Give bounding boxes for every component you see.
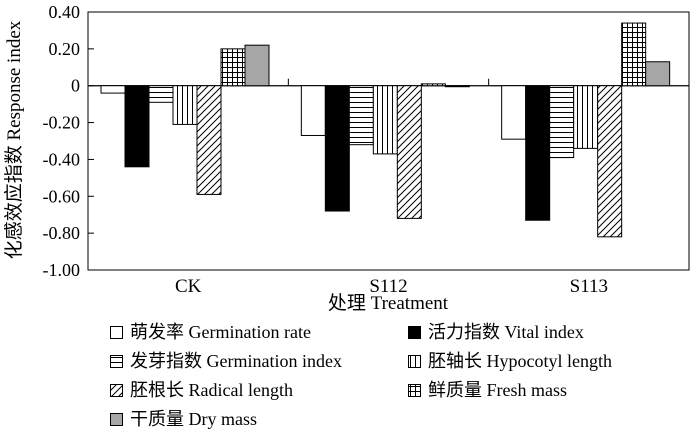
bar xyxy=(101,86,125,93)
bar xyxy=(325,86,349,211)
legend-label: 萌发率 Germination rate xyxy=(130,322,311,342)
legend-label: 鲜质量 Fresh mass xyxy=(428,380,567,400)
x-tick-label: S113 xyxy=(570,276,608,297)
legend-label: 胚轴长 Hypocotyl length xyxy=(428,351,612,371)
bar xyxy=(622,23,646,86)
legend-label: 发芽指数 Germination index xyxy=(130,351,342,371)
legend-swatch xyxy=(110,413,123,426)
y-tick-label: 0.40 xyxy=(49,2,81,22)
legend-swatch xyxy=(408,326,421,339)
bar xyxy=(245,45,269,86)
legend-item: 萌发率 Germination rate xyxy=(110,322,311,342)
bar xyxy=(149,86,173,103)
x-axis-label: 处理 Treatment xyxy=(328,292,449,314)
y-tick-label: 0 xyxy=(71,76,80,96)
legend-item: 胚轴长 Hypocotyl length xyxy=(408,351,612,371)
legend-swatch xyxy=(110,326,123,339)
y-axis-label: 化感效应指数 Response index xyxy=(3,20,25,259)
bar xyxy=(373,86,397,154)
legend-item: 鲜质量 Fresh mass xyxy=(408,380,567,400)
y-tick-label: -0.20 xyxy=(43,113,81,133)
bar xyxy=(125,86,149,167)
y-tick-label: -0.60 xyxy=(43,186,81,206)
legend-item: 胚根长 Radical length xyxy=(110,380,293,400)
y-tick-label: -0.80 xyxy=(43,223,81,243)
bar xyxy=(397,86,421,219)
bar xyxy=(526,86,550,221)
y-tick-label: -1.00 xyxy=(43,260,81,280)
bar xyxy=(445,86,469,87)
legend-item: 干质量 Dry mass xyxy=(110,409,257,429)
bar xyxy=(646,62,670,86)
bar xyxy=(349,86,373,145)
bar xyxy=(421,84,445,86)
x-tick-label: CK xyxy=(175,276,202,297)
bar xyxy=(197,86,221,195)
y-tick-label: -0.40 xyxy=(43,149,81,169)
legend-item: 发芽指数 Germination index xyxy=(110,351,342,371)
bar xyxy=(550,86,574,158)
bar xyxy=(301,86,325,136)
legend-swatch xyxy=(408,384,421,397)
legend-label: 干质量 Dry mass xyxy=(130,409,257,429)
bar xyxy=(502,86,526,139)
bar xyxy=(574,86,598,149)
bar xyxy=(173,86,197,125)
bar xyxy=(598,86,622,237)
legend-swatch xyxy=(110,384,123,397)
bar xyxy=(221,49,245,86)
legend-swatch xyxy=(110,355,123,368)
legend-label: 胚根长 Radical length xyxy=(130,380,293,400)
legend-swatch xyxy=(408,355,421,368)
legend-item: 活力指数 Vital index xyxy=(408,322,584,342)
legend-label: 活力指数 Vital index xyxy=(428,322,584,342)
y-tick-label: 0.20 xyxy=(49,39,81,59)
